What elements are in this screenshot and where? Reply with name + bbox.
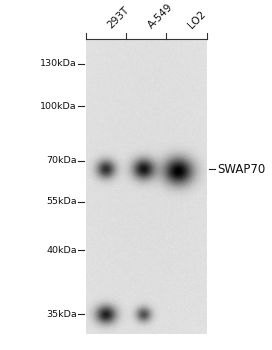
Text: SWAP70: SWAP70	[217, 162, 265, 175]
Text: 35kDa: 35kDa	[46, 310, 77, 319]
Text: 70kDa: 70kDa	[46, 156, 77, 165]
Text: 55kDa: 55kDa	[46, 197, 77, 206]
Text: 40kDa: 40kDa	[46, 246, 77, 255]
Text: 100kDa: 100kDa	[40, 102, 77, 111]
Text: A-549: A-549	[146, 2, 175, 31]
Text: LO2: LO2	[187, 9, 208, 31]
Text: 293T: 293T	[106, 5, 131, 31]
Text: 130kDa: 130kDa	[40, 59, 77, 68]
